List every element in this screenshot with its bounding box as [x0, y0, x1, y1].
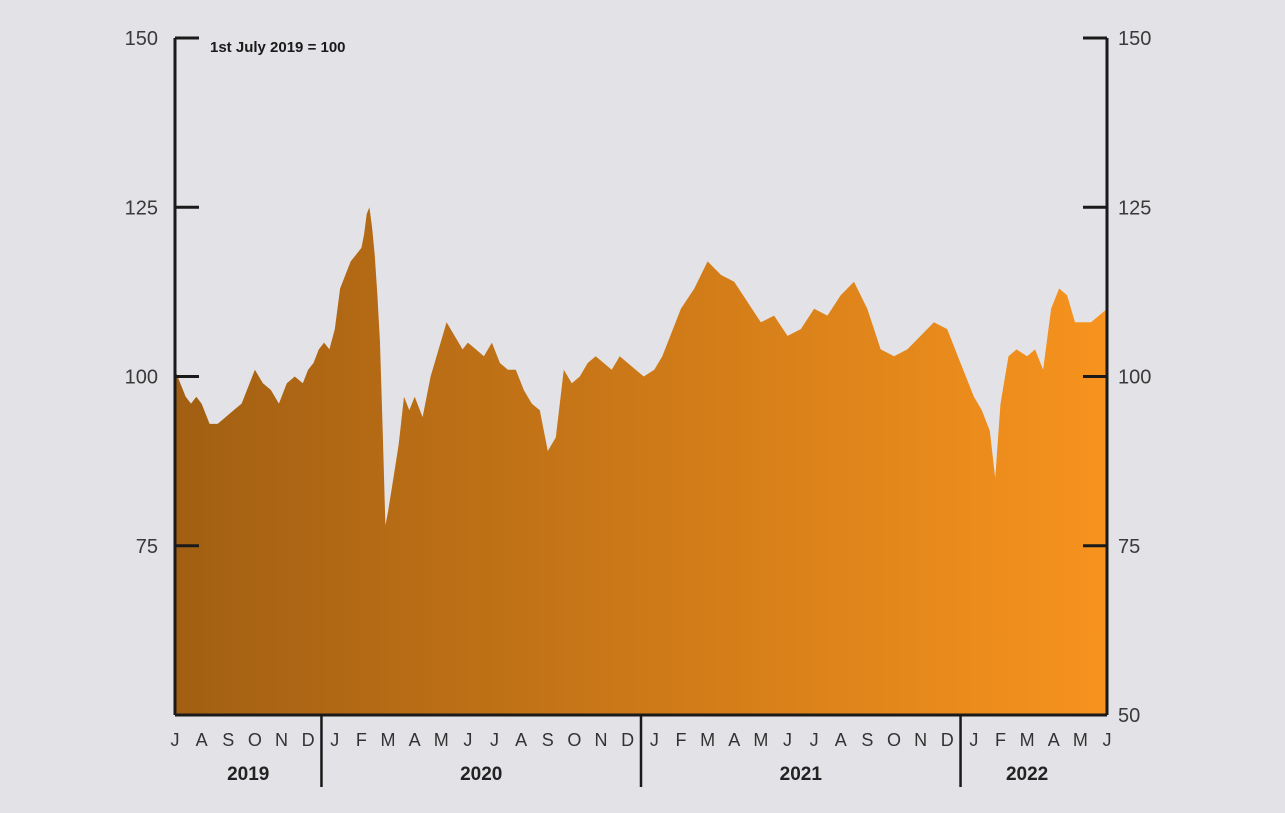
- month-tick-label: F: [995, 730, 1006, 750]
- month-tick-label: S: [861, 730, 873, 750]
- right-tick-label: 150: [1118, 28, 1151, 50]
- month-tick-label: M: [700, 730, 715, 750]
- month-tick-label: F: [675, 730, 686, 750]
- month-tick-label: M: [1020, 730, 1035, 750]
- month-tick-label: J: [1103, 730, 1112, 750]
- month-tick-label: F: [356, 730, 367, 750]
- index-base-annotation: 1st July 2019 = 100: [210, 39, 346, 56]
- month-tick-label: J: [650, 730, 659, 750]
- month-tick-label: N: [275, 730, 288, 750]
- year-label: 2021: [780, 764, 823, 785]
- month-tick-label: A: [409, 730, 421, 750]
- right-tick-label: 50: [1118, 705, 1140, 727]
- month-tick-label: N: [914, 730, 927, 750]
- year-label: 2019: [227, 764, 269, 785]
- year-label: 2020: [460, 764, 502, 785]
- month-tick-label: S: [542, 730, 554, 750]
- month-tick-label: J: [171, 730, 180, 750]
- month-tick-label: M: [753, 730, 768, 750]
- month-tick-label: A: [1048, 730, 1060, 750]
- month-tick-label: M: [434, 730, 449, 750]
- month-tick-label: A: [196, 730, 208, 750]
- right-tick-label: 75: [1118, 536, 1140, 558]
- right-tick-label: 125: [1118, 197, 1151, 219]
- left-tick-label: 75: [136, 536, 158, 558]
- month-tick-label: M: [1073, 730, 1088, 750]
- month-tick-label: D: [941, 730, 954, 750]
- left-tick-label: 100: [125, 367, 158, 389]
- month-tick-label: M: [381, 730, 396, 750]
- month-tick-label: A: [728, 730, 740, 750]
- left-tick-label: 125: [125, 197, 158, 219]
- month-tick-label: J: [783, 730, 792, 750]
- left-y-axis: 150 125 100 75: [125, 28, 199, 715]
- month-tick-label: J: [330, 730, 339, 750]
- month-tick-label: N: [595, 730, 608, 750]
- month-tick-label: J: [463, 730, 472, 750]
- month-tick-label: J: [810, 730, 819, 750]
- month-tick-label: O: [567, 730, 581, 750]
- year-label: 2022: [1006, 764, 1048, 785]
- month-tick-label: A: [835, 730, 847, 750]
- month-tick-label: S: [222, 730, 234, 750]
- month-tick-label: A: [515, 730, 527, 750]
- left-tick-label: 150: [125, 28, 158, 50]
- month-tick-label: D: [621, 730, 634, 750]
- x-axis: J A S O N D J F M A M J J A S O N D J F M A M J J A S O N D J F M A M J2019…: [171, 713, 1112, 787]
- right-y-axis: 150 125 100 75 50: [1083, 28, 1151, 727]
- month-tick-label: O: [887, 730, 901, 750]
- month-tick-label: D: [302, 730, 315, 750]
- right-tick-label: 100: [1118, 367, 1151, 389]
- series-area: [175, 207, 1107, 716]
- month-tick-label: O: [248, 730, 262, 750]
- month-tick-label: J: [969, 730, 978, 750]
- month-tick-label: J: [490, 730, 499, 750]
